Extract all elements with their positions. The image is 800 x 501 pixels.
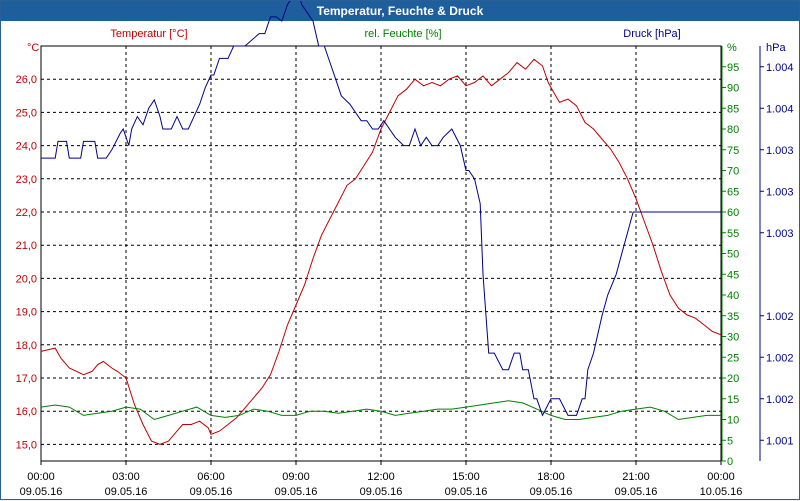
humidity-tick-label: 75 — [727, 145, 739, 157]
temp-tick-label: 23,0 — [16, 174, 37, 186]
humidity-tick-label: 20 — [727, 373, 739, 385]
x-tick-date: 09.05.16 — [190, 486, 233, 498]
humidity-axis-label: rel. Feuchte [%] — [364, 28, 441, 40]
temp-tick-label: 16,0 — [16, 406, 37, 418]
humidity-tick-label: 65 — [727, 186, 739, 198]
humidity-tick-label: 95 — [727, 62, 739, 74]
humidity-tick-label: 60 — [727, 207, 739, 219]
temp-tick-label: 15,0 — [16, 439, 37, 451]
pressure-tick-label: 1.001 — [766, 435, 794, 447]
x-tick-time: 21:00 — [622, 471, 650, 483]
humidity-tick-label: 25 — [727, 352, 739, 364]
humidity-tick-label: 55 — [727, 228, 739, 240]
humidity-tick-label: 0 — [727, 456, 733, 468]
pressure-tick-label: 1.002 — [766, 311, 794, 323]
temp-tick-label: 18,0 — [16, 340, 37, 352]
x-tick-time: 03:00 — [112, 471, 140, 483]
temp-tick-label: 25,0 — [16, 107, 37, 119]
pressure-tick-label: 1.004 — [766, 62, 794, 74]
humidity-tick-label: 40 — [727, 290, 739, 302]
temp-tick-label: 19,0 — [16, 307, 37, 319]
humidity-tick-label: 90 — [727, 83, 739, 95]
x-tick-time: 00:00 — [707, 471, 735, 483]
pressure-tick-label: 1.003 — [766, 145, 794, 157]
x-tick-date: 09.05.16 — [445, 486, 488, 498]
x-tick-time: 12:00 — [367, 471, 395, 483]
pressure-axis-label: Druck [hPa] — [623, 28, 680, 40]
x-tick-time: 18:00 — [537, 471, 565, 483]
humidity-tick-label: 50 — [727, 249, 739, 261]
temp-tick-label: 22,0 — [16, 207, 37, 219]
pressure-tick-label: 1.003 — [766, 186, 794, 198]
pressure-tick-label: 1.003 — [766, 228, 794, 240]
x-tick-date: 09.05.16 — [615, 486, 658, 498]
temp-tick-label: 20,0 — [16, 273, 37, 285]
humidity-tick-label: 35 — [727, 311, 739, 323]
x-tick-date: 09.05.16 — [105, 486, 148, 498]
x-tick-date: 09.05.16 — [20, 486, 63, 498]
x-tick-date: 09.05.16 — [360, 486, 403, 498]
x-tick-date: 09.05.16 — [275, 486, 318, 498]
pressure-tick-label: 1.004 — [766, 103, 794, 115]
x-tick-date: 10.05.16 — [700, 486, 743, 498]
humidity-tick-label: 80 — [727, 124, 739, 136]
humidity-tick-label: 45 — [727, 269, 739, 281]
temp-unit: °C — [27, 42, 39, 54]
humidity-unit: % — [727, 42, 737, 54]
x-tick-time: 15:00 — [452, 471, 480, 483]
plot-area — [40, 45, 722, 462]
humidity-tick-label: 85 — [727, 103, 739, 115]
x-tick-date: 09.05.16 — [530, 486, 573, 498]
x-tick-time: 06:00 — [197, 471, 225, 483]
temp-tick-label: 21,0 — [16, 240, 37, 252]
humidity-tick-label: 15 — [727, 394, 739, 406]
humidity-tick-label: 5 — [727, 435, 733, 447]
x-tick-time: 00:00 — [27, 471, 55, 483]
pressure-tick-label: 1.002 — [766, 352, 794, 364]
humidity-line — [40, 400, 721, 421]
temp-tick-label: 17,0 — [16, 373, 37, 385]
humidity-tick-label: 10 — [727, 415, 739, 427]
temperature-line — [40, 58, 722, 445]
temp-axis-label: Temperatur [°C] — [110, 28, 187, 40]
pressure-tick-label: 1.002 — [766, 394, 794, 406]
x-tick-time: 09:00 — [282, 471, 310, 483]
pressure-unit: hPa — [766, 42, 786, 54]
humidity-tick-label: 30 — [727, 332, 739, 344]
pressure-line — [41, 1, 721, 417]
temp-tick-label: 24,0 — [16, 141, 37, 153]
humidity-tick-label: 70 — [727, 166, 739, 178]
temp-tick-label: 26,0 — [16, 74, 37, 86]
window-title: Temperatur, Feuchte & Druck — [1, 1, 799, 21]
